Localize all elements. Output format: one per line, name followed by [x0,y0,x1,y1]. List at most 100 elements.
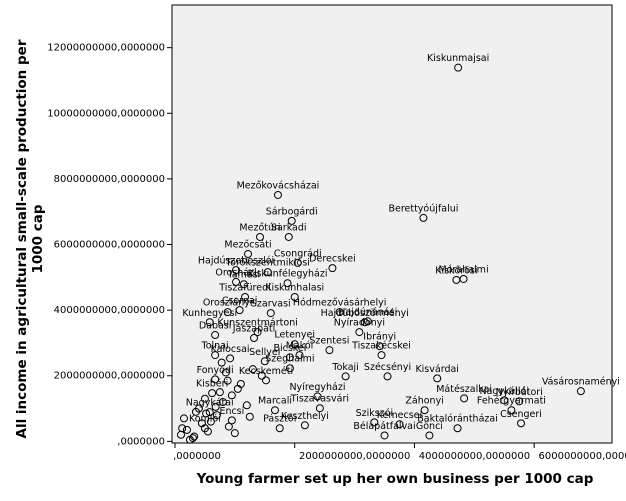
point [295,351,304,360]
point-label: Hódmezővásárhelyi [293,298,387,309]
y-tick-label: 8000000000,0000000 [54,174,165,185]
point-label: Tiszavasvári [290,394,349,405]
plot-area [171,4,613,444]
point [454,63,463,72]
point-label: Szeghalmi [265,354,314,365]
point [425,431,434,440]
point [257,371,266,380]
point-label: Tokaji [331,362,358,373]
point-label: Mezőcsáti [224,240,271,251]
point-label: Pásztói [263,414,296,425]
point-label: Záhonyi [405,396,443,407]
point [380,431,389,440]
point [460,394,469,403]
point-label: Csornai [222,296,258,307]
y-tick-label: 10000000000,0000000 [47,108,165,119]
point-label: Kalocsai [211,344,250,355]
point [335,308,344,317]
point [227,416,236,425]
point-label: Kiskunhalasi [265,283,324,294]
point-label: Mórahalmi [438,264,488,275]
point [315,404,324,413]
point-label: Dabasi [199,321,232,332]
point-label: Derecskei [309,254,356,265]
point-label: Baktalórántházai [417,414,498,425]
point-label: Orosházi [215,267,256,278]
point [236,379,245,388]
point [261,376,270,385]
point-label: Bicskei [273,343,306,354]
point-label: Kiskőrösi [435,265,477,276]
point [212,411,221,420]
point [576,387,585,396]
point-label: Kisvárdai [415,364,459,375]
point-label: Szikszói [356,408,394,419]
x-tick-label: 2000000000,0000000 [299,451,410,462]
point [325,346,334,355]
point [285,353,294,362]
point-label: Letenyei [274,330,315,341]
y-tick-label: 12000000000,0000000 [47,43,165,54]
x-axis-title: Young farmer set up her own business per… [196,471,594,487]
point [241,293,250,301]
point-label: Tolnai [201,341,229,352]
point [248,365,257,374]
point [227,391,236,400]
point-label: Csengeri [500,409,542,420]
point [500,396,509,405]
point [205,408,214,417]
point [260,357,269,366]
point [263,268,272,277]
point-label: Mezőtúri [239,222,280,233]
point [253,328,262,337]
point-label: Szentesi [309,336,349,347]
point-label: Kiskunfélegyházi [248,269,328,280]
point [221,368,230,377]
point-label: Tamási [226,270,260,281]
point [313,392,322,401]
x-tick-label: ,0000000 [173,451,221,462]
point-label: Kecskeméti [239,366,293,377]
point [341,372,350,381]
point-label: Törökszentmiklósi [225,258,310,269]
point [266,309,275,318]
point [179,414,188,423]
point-label: Sárbogárdi [266,206,318,217]
point [202,409,211,418]
point-label: Hajdúnánási [338,307,397,318]
point [182,425,191,434]
point [197,419,206,428]
point-label: Kiskunmajsai [427,53,489,64]
point-label: Komlói [189,414,221,425]
point [453,424,462,433]
point [217,358,226,367]
point-label: Keszthelyi [281,411,329,422]
point [275,424,284,433]
point [459,274,468,283]
point [273,190,282,199]
point-label: Nyíregyházi [289,382,345,393]
point [287,216,296,225]
point [232,266,241,275]
point [370,418,379,427]
point [211,351,220,360]
point-label: Jászapáti [232,324,276,335]
point [211,402,220,411]
point [300,421,309,430]
point-label: Fonyódi [197,365,234,376]
point-label: Szarvasi [251,299,291,310]
point [223,308,232,317]
point-label: Sellyei [249,347,280,358]
point [235,306,244,315]
point [377,351,386,360]
point [194,404,203,413]
point [215,388,224,397]
point-label: Kisbéri [196,379,228,390]
point [224,422,233,431]
point [203,427,212,436]
point [205,318,214,327]
point-label: Tiszafüredi [218,283,271,294]
point [245,412,254,421]
point-label: Nyírbátori [496,387,543,398]
